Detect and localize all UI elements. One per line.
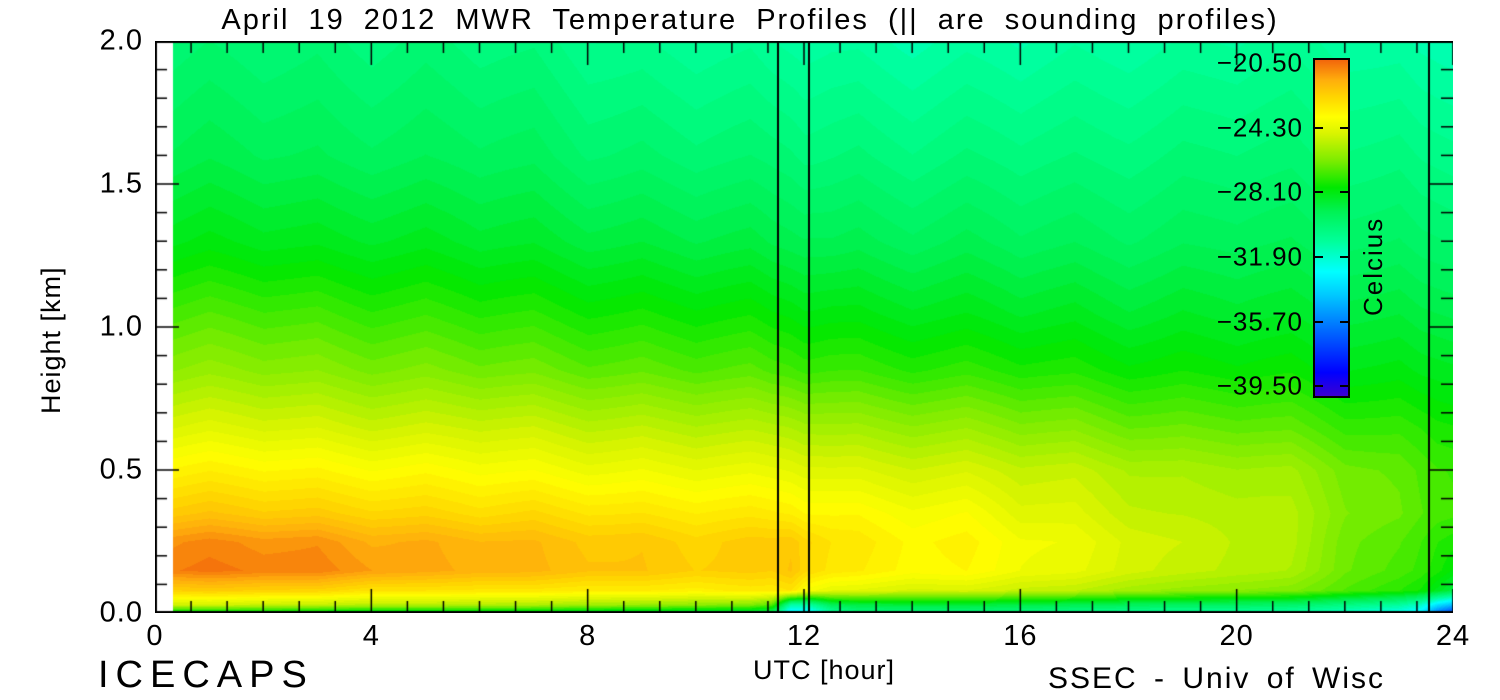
x-tick-label: 4 bbox=[362, 620, 380, 652]
colorbar-tick-label: −24.30 bbox=[1216, 112, 1303, 143]
x-tick-label: 0 bbox=[146, 620, 164, 652]
y-tick-label: 0.0 bbox=[99, 596, 143, 629]
colorbar-tick-label: −28.10 bbox=[1216, 176, 1303, 207]
colorbar-tick bbox=[1315, 191, 1323, 194]
colorbar-tick-label: −39.50 bbox=[1216, 370, 1303, 401]
colorbar-tick bbox=[1340, 255, 1348, 258]
colorbar-tick-label: −20.50 bbox=[1216, 47, 1303, 78]
y-tick-label: 1.5 bbox=[99, 167, 143, 200]
colorbar-title: Celcius bbox=[1358, 216, 1388, 316]
colorbar-tick bbox=[1340, 126, 1348, 129]
credit-icecaps: ICECAPS bbox=[98, 654, 314, 696]
colorbar-tick bbox=[1315, 320, 1323, 323]
x-tick-label: 24 bbox=[1435, 620, 1471, 652]
y-axis-label: Height [km] bbox=[36, 266, 66, 414]
y-tick-label: 2.0 bbox=[99, 24, 143, 57]
y-tick-label: 1.0 bbox=[99, 310, 143, 343]
colorbar-tick bbox=[1315, 385, 1323, 388]
y-tick-label: 0.5 bbox=[99, 453, 143, 486]
x-tick-label: 8 bbox=[579, 620, 597, 652]
colorbar-tick bbox=[1340, 191, 1348, 194]
colorbar-tick-label: −35.70 bbox=[1216, 306, 1303, 336]
colorbar-tick-label: −31.90 bbox=[1216, 241, 1303, 272]
colorbar-tick bbox=[1315, 255, 1323, 258]
colorbar-tick bbox=[1315, 126, 1323, 129]
colorbar bbox=[1313, 58, 1350, 398]
x-tick-label: 12 bbox=[786, 620, 822, 652]
chart-title: April 19 2012 MWR Temperature Profiles (… bbox=[221, 4, 1279, 36]
colorbar-tick bbox=[1340, 385, 1348, 388]
x-axis-label: UTC [hour] bbox=[752, 655, 896, 685]
credit-ssec: SSEC - Univ of Wisc bbox=[1048, 662, 1386, 695]
x-tick-label: 20 bbox=[1219, 620, 1254, 652]
colorbar-tick bbox=[1340, 320, 1348, 323]
x-tick-label: 16 bbox=[1003, 620, 1038, 652]
contour-plot-canvas bbox=[155, 41, 1453, 613]
